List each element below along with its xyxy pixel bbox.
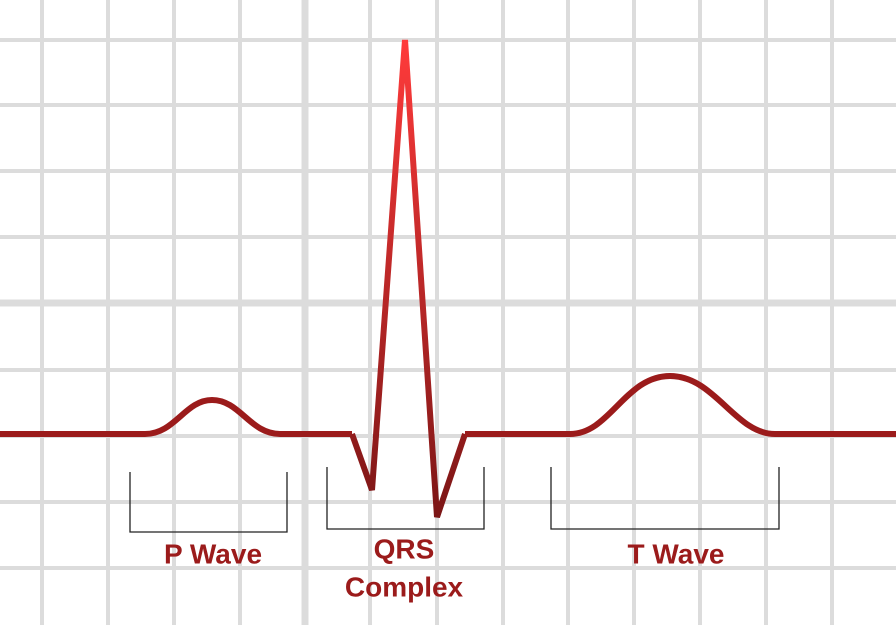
ecg-trace bbox=[465, 372, 896, 437]
qrs-trace bbox=[349, 39, 468, 518]
bracket bbox=[550, 467, 780, 530]
bracket bbox=[129, 472, 288, 533]
wave-label: T Wave bbox=[628, 538, 725, 569]
wave-label: P Wave bbox=[164, 538, 262, 569]
ecg-trace bbox=[0, 396, 352, 437]
wave-label: QRS bbox=[374, 533, 435, 564]
wave-label: Complex bbox=[345, 571, 464, 602]
bracket bbox=[326, 467, 485, 530]
